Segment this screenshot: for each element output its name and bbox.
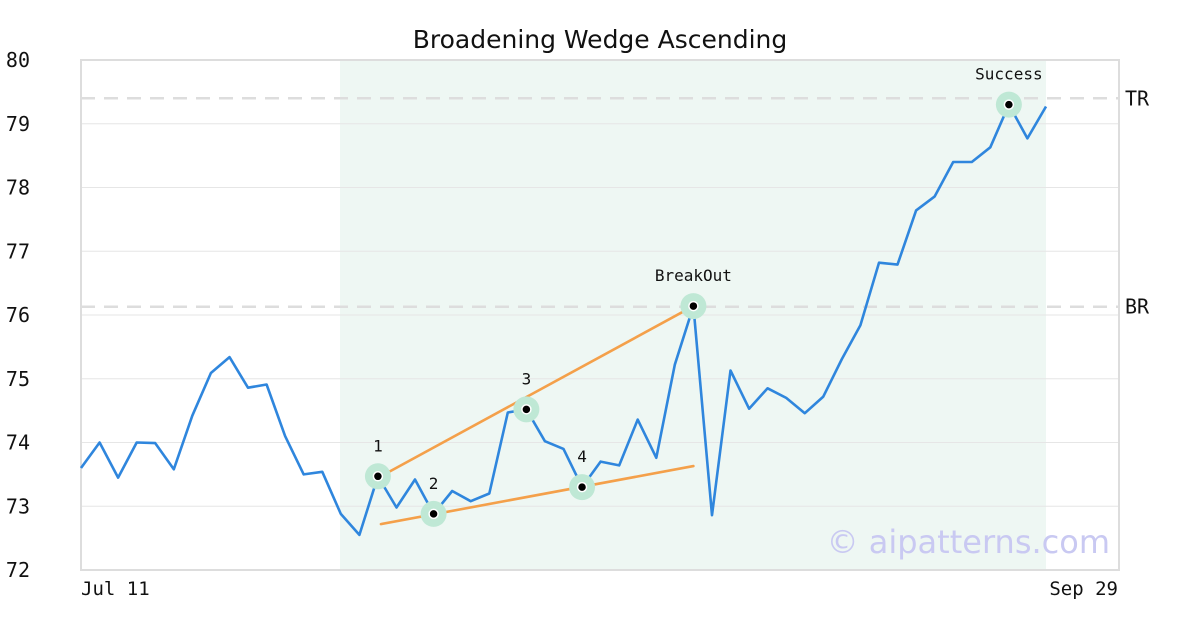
y-tick-label: 77: [6, 239, 30, 263]
grid-lines: [81, 123, 1119, 507]
pattern-point-dot: [576, 481, 588, 493]
pattern-point-label: 4: [577, 447, 587, 466]
y-tick-label: 74: [6, 431, 30, 455]
x-tick-label: Jul 11: [81, 578, 150, 600]
pattern-point-dot: [428, 508, 439, 520]
x-tick-label: Sep 29: [1049, 578, 1118, 600]
trendline: [379, 304, 695, 478]
pattern-point-dot: [1003, 99, 1015, 110]
pattern-point-label: 2: [429, 474, 439, 493]
level-lines: TR BR: [81, 86, 1150, 319]
pattern-point-dot: [372, 471, 384, 482]
y-tick-label: 72: [6, 558, 30, 582]
y-axis-ticks: 72 73 74 75 76 77 78 79 80: [6, 48, 30, 582]
pattern-point-label: 1: [373, 436, 383, 455]
chart-title: Broadening Wedge Ascending: [413, 25, 788, 54]
y-tick-label: 79: [6, 112, 30, 136]
pattern-point-label: 3: [522, 369, 532, 388]
y-tick-label: 78: [6, 176, 30, 200]
price-line: [79, 103, 1048, 537]
level-label: BR: [1125, 295, 1150, 319]
y-tick-label: 76: [6, 303, 30, 327]
x-axis-ticks: Jul 11 Sep 29: [81, 578, 1118, 600]
pattern-point-dot: [688, 300, 699, 312]
level-label: TR: [1125, 86, 1150, 110]
y-tick-label: 80: [6, 48, 30, 72]
pattern-point-dot: [521, 404, 532, 415]
plot-frame: [80, 59, 1120, 571]
watermark: © aipatterns.com: [827, 523, 1110, 561]
y-tick-label: 75: [6, 367, 30, 391]
pattern-point-label: BreakOut: [655, 266, 732, 285]
y-tick-label: 73: [6, 494, 30, 518]
pattern-point-label: Success: [975, 65, 1042, 84]
pattern-markers: 1 2 3 4 BreakOut Success: [364, 65, 1043, 527]
